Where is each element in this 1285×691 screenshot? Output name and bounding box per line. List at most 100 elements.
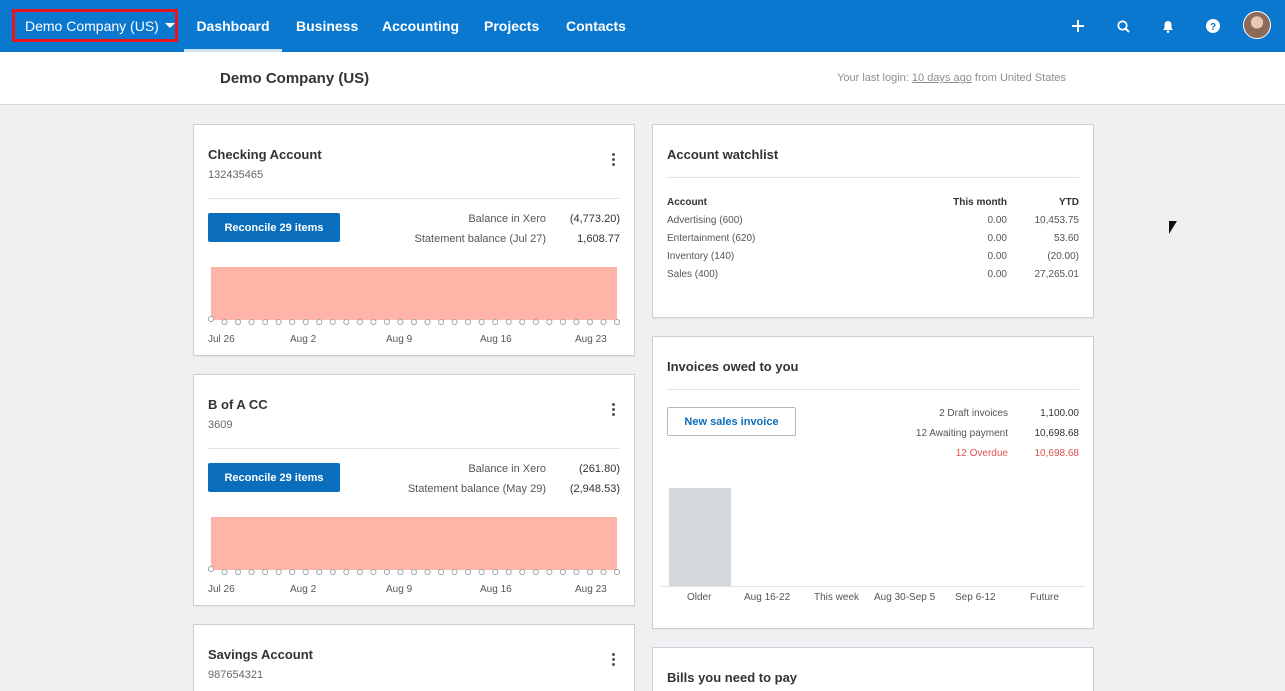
account-number: 132435465: [208, 169, 264, 181]
page-title: Demo Company (US): [220, 70, 370, 87]
new-sales-invoice-button[interactable]: New sales invoice: [667, 407, 796, 436]
chart-point: [586, 318, 593, 325]
nav-projects[interactable]: Projects: [484, 18, 540, 34]
draft-invoices-label: 2 Draft invoices: [939, 408, 1008, 419]
chart-point: [208, 565, 215, 573]
table-header-row: Account This month YTD: [667, 196, 1079, 212]
chart-point: [343, 568, 350, 575]
table-row[interactable]: Inventory (140) 0.00 (20.00): [667, 248, 1079, 266]
chart-points: [208, 565, 620, 575]
account-watchlist-card: Account watchlist Account This month YTD…: [652, 124, 1094, 318]
chart-point: [275, 318, 282, 325]
bell-icon[interactable]: [1156, 14, 1180, 38]
balance-chart: [208, 517, 620, 575]
more-options-icon[interactable]: [612, 653, 616, 667]
chart-point: [262, 318, 269, 325]
chart-point: [465, 318, 472, 325]
bank-account-card-savings: Savings Account 987654321: [193, 624, 635, 691]
chart-point: [302, 318, 309, 325]
reconcile-button[interactable]: Reconcile 29 items: [208, 213, 340, 242]
bar-label: This week: [814, 592, 860, 603]
svg-text:?: ?: [1210, 22, 1216, 33]
chart-point: [559, 318, 566, 325]
chart-point: [546, 568, 553, 575]
bar-label: Aug 16-22: [744, 592, 791, 603]
chart-point: [451, 568, 458, 575]
help-icon[interactable]: ?: [1201, 14, 1225, 38]
chart-point: [505, 318, 512, 325]
chart-point: [248, 568, 255, 575]
more-options-icon[interactable]: [612, 153, 616, 167]
avatar[interactable]: [1243, 11, 1271, 39]
chart-point: [573, 568, 580, 575]
page-header: Demo Company (US) Your last login: 10 da…: [0, 52, 1285, 105]
invoices-owed-card: Invoices owed to you New sales invoice 2…: [652, 336, 1094, 629]
chart-point: [316, 568, 323, 575]
nav-dashboard[interactable]: Dashboard: [184, 0, 282, 52]
table-row[interactable]: Entertainment (620) 0.00 53.60: [667, 230, 1079, 248]
bills-to-pay-card: Bills you need to pay: [652, 647, 1094, 691]
chart-point: [221, 568, 228, 575]
account-name[interactable]: B of A CC: [208, 397, 268, 412]
search-icon[interactable]: [1111, 14, 1135, 38]
reconcile-button[interactable]: Reconcile 29 items: [208, 463, 340, 492]
overdue-label: 12 Overdue: [955, 448, 1008, 459]
divider: [667, 389, 1079, 390]
chart-point: [302, 568, 309, 575]
nav-accounting[interactable]: Accounting: [382, 18, 459, 34]
chart-point: [600, 568, 607, 575]
chart-point: [248, 318, 255, 325]
table-row[interactable]: Advertising (600) 0.00 10,453.75: [667, 212, 1079, 230]
organisation-switcher[interactable]: Demo Company (US): [12, 9, 178, 42]
last-login-link[interactable]: 10 days ago: [911, 72, 972, 84]
table-row[interactable]: Sales (400) 0.00 27,265.01: [667, 266, 1079, 284]
x-tick-label: Aug 2: [290, 334, 317, 345]
older-bar[interactable]: [669, 488, 731, 586]
account-name[interactable]: Checking Account: [208, 147, 322, 162]
chart-point: [316, 318, 323, 325]
chart-point: [586, 568, 593, 575]
chart-point: [329, 318, 336, 325]
nav-business[interactable]: Business: [296, 18, 359, 34]
chart-point: [613, 318, 620, 325]
bar-label: Older: [687, 592, 712, 603]
balance-in-xero-value: (261.80): [579, 463, 620, 475]
divider: [667, 177, 1079, 178]
x-tick-label: Aug 23: [575, 334, 607, 345]
mouse-cursor-icon: [1169, 221, 1177, 234]
column-header: Account: [667, 197, 707, 208]
x-tick-label: Aug 9: [386, 584, 413, 595]
chart-point: [532, 568, 539, 575]
chart-point: [519, 568, 526, 575]
chart-point: [383, 318, 390, 325]
organisation-name: Demo Company (US): [25, 17, 159, 34]
chart-point: [478, 318, 485, 325]
chart-point: [383, 568, 390, 575]
chart-point: [370, 568, 377, 575]
chart-point: [478, 568, 485, 575]
caret-down-icon: [164, 23, 175, 28]
last-login-suffix: from United States: [971, 72, 1066, 84]
chart-point: [492, 318, 499, 325]
chart-point: [546, 318, 553, 325]
this-month-cell: 0.00: [987, 251, 1007, 262]
top-navigation: Demo Company (US) Dashboard Business Acc…: [0, 0, 1285, 52]
plus-icon[interactable]: [1066, 14, 1090, 38]
awaiting-payment-value: 10,698.68: [1034, 428, 1080, 439]
this-month-cell: 0.00: [987, 233, 1007, 244]
chart-point: [275, 568, 282, 575]
x-tick-label: Aug 23: [575, 584, 607, 595]
chart-point: [356, 568, 363, 575]
statement-balance-label: Statement balance (May 29): [407, 483, 546, 495]
more-options-icon[interactable]: [612, 403, 616, 417]
account-name[interactable]: Savings Account: [208, 647, 313, 662]
statement-balance-value: 1,608.77: [577, 233, 620, 245]
bar-label: Sep 6-12: [955, 592, 996, 603]
statement-balance-value: (2,948.53): [569, 483, 620, 495]
watchlist-title: Account watchlist: [667, 147, 779, 162]
this-month-cell: 0.00: [987, 215, 1007, 226]
account-cell: Inventory (140): [667, 251, 735, 262]
chart-point: [235, 568, 242, 575]
invoices-title: Invoices owed to you: [667, 359, 799, 374]
nav-contacts[interactable]: Contacts: [566, 18, 626, 34]
